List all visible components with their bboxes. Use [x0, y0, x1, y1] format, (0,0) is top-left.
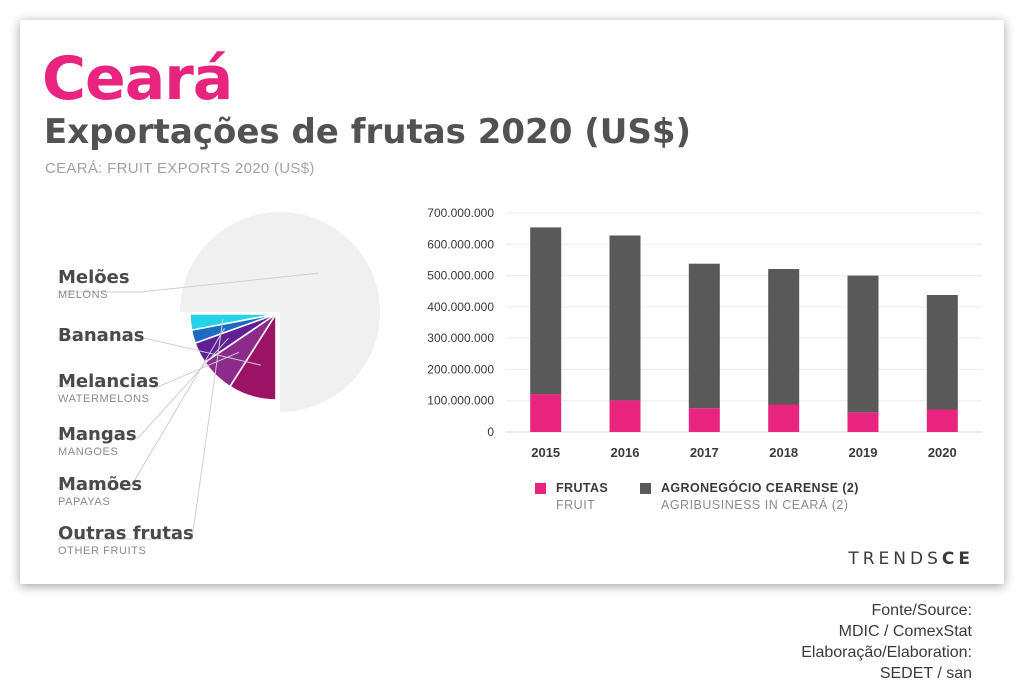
pie-slice-outras-frutas — [189, 313, 277, 332]
pie-label-english: OTHER FRUITS — [58, 545, 147, 557]
brand-logo: TRENDSCE — [848, 549, 974, 569]
pie-label-title: Melancias — [58, 371, 159, 392]
x-tick-label: 2017 — [690, 445, 719, 460]
bar-frutas-2016 — [609, 400, 641, 432]
legend-item-frutas: FRUTAS FRUIT — [535, 480, 608, 514]
legend-label: FRUTAS — [556, 481, 609, 495]
pie-label-title: Mangas — [58, 424, 137, 445]
x-tick-label: 2015 — [531, 445, 560, 460]
legend-item-agronegocio: AGRONEGÓCIO CEARENSE (2) AGRIBUSINESS IN… — [640, 480, 859, 514]
bar-agronegocio-2015 — [530, 227, 562, 395]
chart-card: Ceará Exportações de frutas 2020 (US$) C… — [20, 20, 1004, 584]
x-tick-label: 2019 — [849, 445, 878, 460]
legend-swatch — [640, 483, 651, 494]
legend-swatch — [535, 483, 546, 494]
source-line: Elaboração/Elaboration: — [801, 644, 972, 661]
legend-label-english: FRUIT — [556, 498, 596, 512]
pie-leader-line — [58, 337, 229, 439]
y-tick-label: 200.000.000 — [427, 362, 494, 376]
charts-canvas: 0 100.000.000 200.000.000 300.000.000 400.00… — [58, 206, 982, 540]
pie-label-english: WATERMELONS — [58, 393, 150, 405]
pie-leader-line — [58, 272, 319, 293]
pie-label-melancias: Melancias WATERMELONS — [58, 371, 159, 406]
pie-label-english: MANGOES — [58, 446, 119, 458]
pie-label-outras-frutas: Outras frutas OTHER FRUITS — [58, 523, 194, 558]
legend-label-english: AGRIBUSINESS IN CEARÁ (2) — [661, 498, 849, 512]
bar-frutas-2018 — [768, 404, 800, 432]
pie-label-mangas: Mangas MANGOES — [58, 424, 137, 459]
bar-frutas-2017 — [688, 408, 720, 432]
bar-agronegocio-2019 — [847, 275, 879, 413]
source-line: SEDET / san — [879, 665, 972, 682]
pie-label-title: Mamões — [58, 474, 143, 495]
page-title: Ceará — [42, 44, 233, 114]
bar-agronegocio-2016 — [609, 235, 641, 401]
pie-label-title: Melões — [58, 267, 130, 288]
pie-label-english: PAPAYAS — [58, 496, 111, 508]
pie-label-bananas: Bananas — [58, 325, 145, 346]
pie-label-english: MELONS — [58, 289, 109, 301]
pie-leader-line — [58, 351, 240, 387]
pie-leader-line — [58, 337, 262, 366]
pie-label-mamoes: Mamões PAPAYAS — [58, 474, 142, 509]
source-line: Fonte/Source: — [871, 602, 973, 619]
bar-frutas-2015 — [530, 394, 562, 432]
bar-frutas-2020 — [926, 409, 958, 432]
bar-agronegocio-2017 — [688, 263, 720, 409]
pie-label-meloes: Melões MELONS — [58, 267, 130, 302]
legend-label: AGRONEGÓCIO CEARENSE (2) — [661, 481, 859, 495]
bar-chart: 0 100.000.000 200.000.000 300.000.000 400.00… — [427, 206, 982, 460]
bar-agronegocio-2020 — [926, 295, 958, 410]
source-line: MDIC / ComexStat — [838, 623, 972, 640]
bar-agronegocio-2018 — [768, 269, 800, 405]
y-tick-label: 500.000.000 — [427, 269, 494, 283]
bar-frutas-2019 — [847, 412, 879, 432]
x-tick-label: 2020 — [928, 445, 957, 460]
pie-slice-melões — [180, 212, 380, 412]
pie-leader-line — [58, 318, 224, 540]
y-tick-label: 0 — [487, 425, 494, 439]
chart-subtitle: Exportações de frutas 2020 (US$) — [44, 112, 692, 152]
y-tick-label: 600.000.000 — [427, 237, 494, 251]
y-tick-label: 300.000.000 — [427, 331, 494, 345]
source-note: Fonte/Source: MDIC / ComexStat Elaboraçã… — [801, 600, 972, 684]
pie-label-title: Outras frutas — [58, 523, 194, 544]
x-tick-label: 2018 — [769, 445, 798, 460]
y-tick-label: 700.000.000 — [427, 206, 494, 220]
y-tick-label: 100.000.000 — [427, 394, 494, 408]
y-tick-label: 400.000.000 — [427, 300, 494, 314]
x-tick-label: 2016 — [611, 445, 640, 460]
pie-chart — [58, 212, 380, 540]
pie-leader-line — [58, 327, 226, 489]
chart-subtitle-english: CEARÁ: FRUIT EXPORTS 2020 (US$) — [45, 160, 315, 177]
pie-label-title: Bananas — [58, 325, 145, 346]
